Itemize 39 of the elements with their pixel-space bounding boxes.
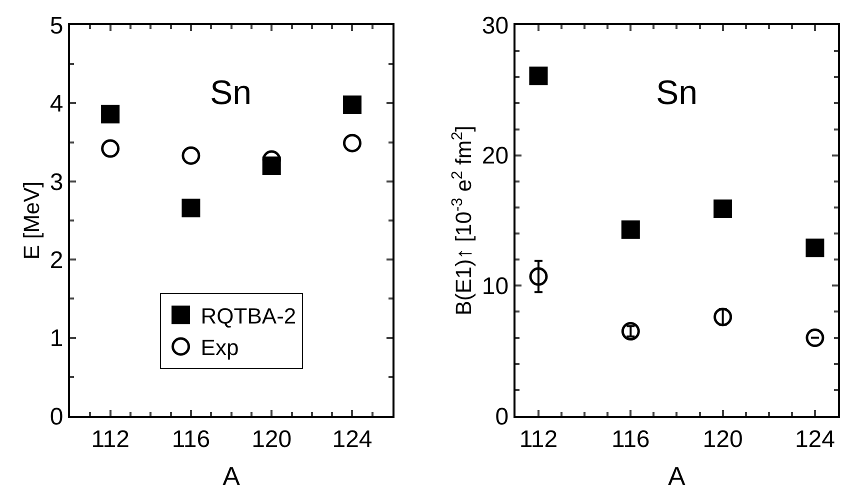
point [182,198,200,218]
point [101,104,120,124]
x-tick-label: 116 [612,426,650,453]
y-tick-label: 30 [482,12,509,40]
point [714,308,732,326]
y-tick-label: 3 [50,168,64,196]
point [342,134,362,152]
y-tick-label: 20 [482,142,509,170]
y-tick-label: 0 [495,403,509,430]
point [621,220,640,239]
x-tick-label: 120 [702,426,743,453]
x-tick-label: 112 [91,426,130,453]
point [806,328,824,348]
y-tick-label: 5 [50,12,64,40]
point [342,96,362,114]
point [714,200,732,218]
x-tick-label: 120 [252,426,292,453]
y-tick-label: 2 [50,247,64,274]
point [101,139,120,158]
x-tick-label: 112 [519,426,558,453]
x-tick-label: 124 [332,426,372,453]
x-tick-label: 116 [172,426,210,453]
annotation: Sn [656,74,698,112]
y-tick-label: 1 [50,325,64,352]
legend-label: RQTBA-2 [200,303,296,328]
point [529,267,548,286]
x-tick-label: 124 [794,426,835,453]
point [806,238,824,258]
y-tick-label: 0 [50,403,64,430]
y-axis-title: E [MeV] [19,181,44,260]
x-axis-title: A [222,461,241,491]
y-tick-label: 4 [50,90,64,118]
x-axis-title: A [668,461,686,491]
point [529,66,548,86]
y-tick-label: 10 [482,273,509,300]
legend-label: Exp [200,335,239,360]
point [621,322,640,341]
annotation: Sn [210,74,252,112]
point [182,146,200,165]
